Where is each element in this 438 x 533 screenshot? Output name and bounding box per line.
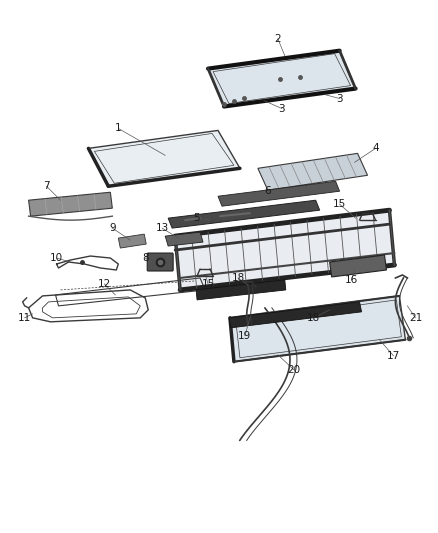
Polygon shape xyxy=(28,192,112,216)
Polygon shape xyxy=(330,255,386,277)
Polygon shape xyxy=(218,181,339,206)
FancyBboxPatch shape xyxy=(147,253,173,271)
Polygon shape xyxy=(118,234,146,248)
Text: 11: 11 xyxy=(18,313,31,323)
Text: 4: 4 xyxy=(372,143,379,154)
Text: 21: 21 xyxy=(409,313,422,323)
Text: 18: 18 xyxy=(231,273,244,283)
Text: 17: 17 xyxy=(387,351,400,361)
Polygon shape xyxy=(88,131,240,186)
Text: 12: 12 xyxy=(98,279,111,289)
Text: 9: 9 xyxy=(109,223,116,233)
Text: 20: 20 xyxy=(287,365,300,375)
Text: 5: 5 xyxy=(193,213,199,223)
Polygon shape xyxy=(258,154,367,190)
Text: 19: 19 xyxy=(238,331,251,341)
Text: 18: 18 xyxy=(307,313,320,323)
Polygon shape xyxy=(230,296,406,362)
Text: 3: 3 xyxy=(336,93,343,103)
Polygon shape xyxy=(175,210,395,290)
Text: 10: 10 xyxy=(50,253,63,263)
Polygon shape xyxy=(208,51,356,107)
Text: 13: 13 xyxy=(155,223,169,233)
Text: 7: 7 xyxy=(43,181,50,191)
Text: 2: 2 xyxy=(275,34,281,44)
Polygon shape xyxy=(165,232,203,246)
Text: 15: 15 xyxy=(201,279,215,289)
Text: 3: 3 xyxy=(279,103,285,114)
Text: 1: 1 xyxy=(115,124,122,133)
Text: 16: 16 xyxy=(345,275,358,285)
Text: 8: 8 xyxy=(142,253,148,263)
Polygon shape xyxy=(229,302,361,328)
Polygon shape xyxy=(196,280,286,300)
Polygon shape xyxy=(168,200,320,228)
Text: 6: 6 xyxy=(265,186,271,196)
Text: 15: 15 xyxy=(333,199,346,209)
